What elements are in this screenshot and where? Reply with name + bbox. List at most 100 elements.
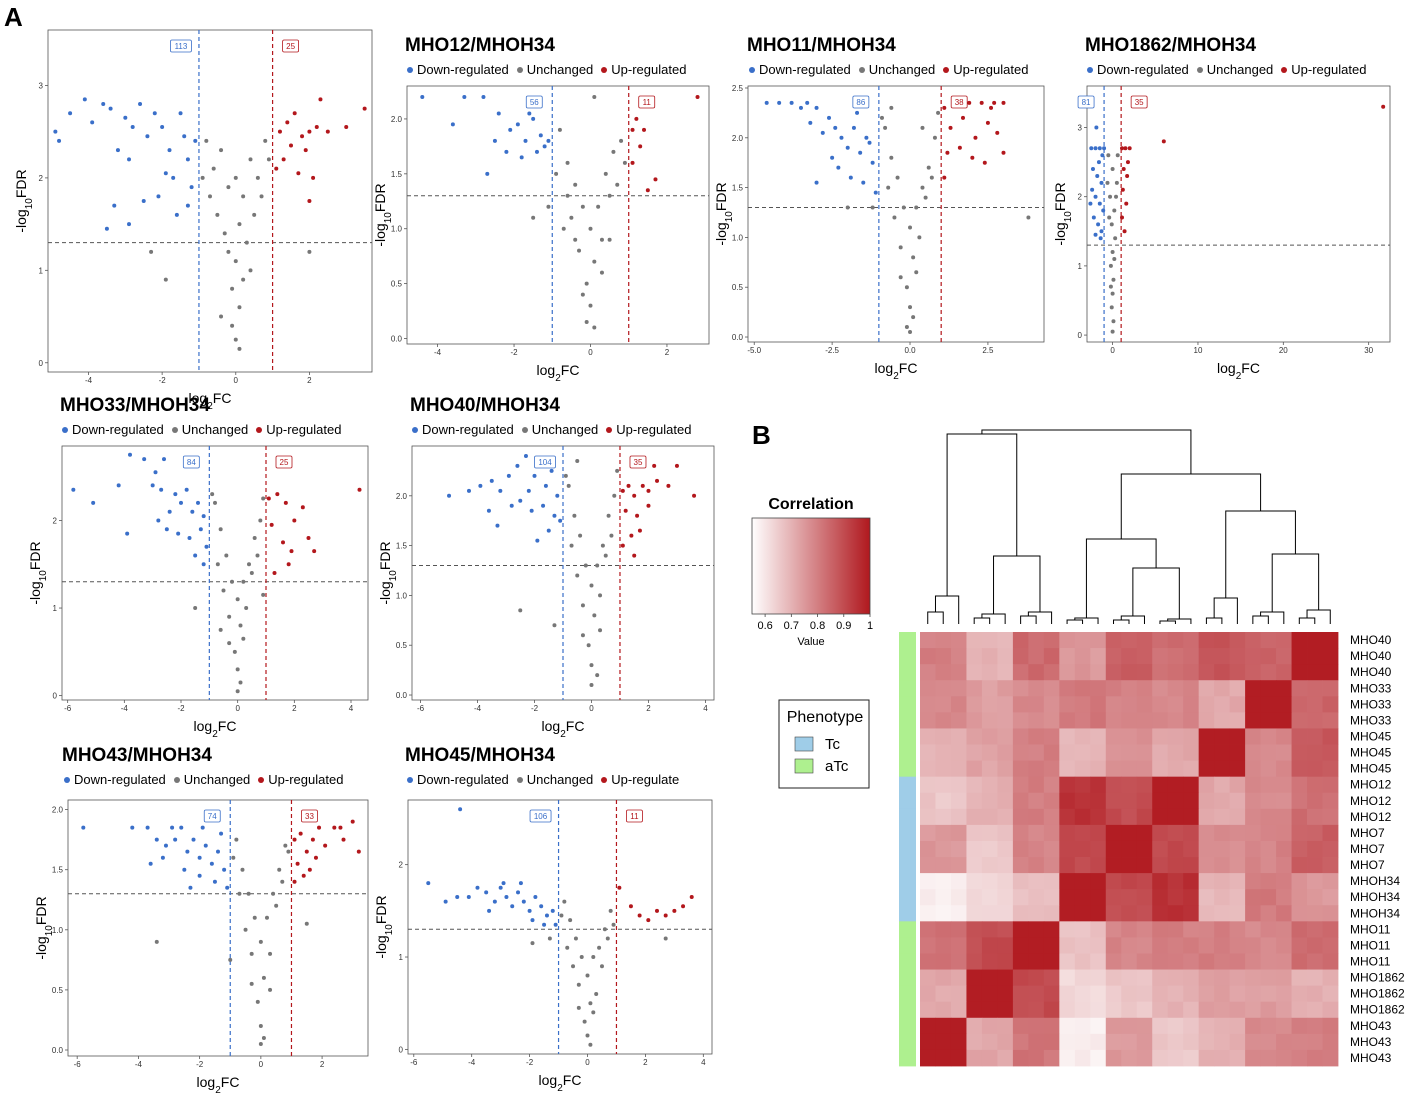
heatmap-cell <box>1167 953 1184 970</box>
legend-down-dot <box>1087 66 1093 73</box>
heatmap-cell <box>1307 1033 1323 1051</box>
point-up <box>674 463 679 468</box>
heatmap-cell <box>1291 857 1308 874</box>
heatmap-cell <box>997 744 1014 761</box>
point-unchanged <box>579 955 584 960</box>
dendrogram-branch <box>1225 510 1296 598</box>
heatmap-cell <box>1276 1033 1292 1051</box>
point-unchanged <box>580 292 585 297</box>
heatmap-cell <box>1090 953 1107 970</box>
legend-unchanged-label: Unchanged <box>181 422 249 437</box>
point-up <box>1121 167 1126 172</box>
point-unchanged <box>898 245 903 250</box>
point-up <box>1120 187 1125 192</box>
heatmap-cell <box>1198 1001 1215 1019</box>
point-unchanged <box>268 951 273 956</box>
point-down <box>179 825 184 830</box>
heatmap-cell <box>1198 760 1215 778</box>
point-unchanged <box>565 945 570 950</box>
point-unchanged <box>595 673 600 678</box>
x-tick-label: -4 <box>468 1058 476 1067</box>
heatmap-cell <box>997 808 1014 826</box>
heatmap-cell <box>1028 953 1045 970</box>
point-down <box>1088 201 1093 206</box>
heatmap-cell <box>1090 760 1107 778</box>
heatmap-cell <box>1121 760 1138 778</box>
up-count-box-text: 35 <box>1135 98 1144 107</box>
phenotype-cell <box>899 664 916 681</box>
heatmap-cell <box>1245 824 1261 842</box>
heatmap-cell <box>1198 648 1215 665</box>
heatmap-cell <box>1090 680 1107 697</box>
heatmap-cell <box>1059 632 1076 649</box>
volcano-plot-mho40: MHO40/MHOH34 Down-regulated Unchanged Up-re… <box>0 0 720 745</box>
y-tick-label: 1.0 <box>391 225 403 234</box>
point-down <box>492 138 497 143</box>
heatmap-cell <box>935 905 952 922</box>
point-up <box>317 825 322 830</box>
heatmap-cell <box>1136 1049 1153 1067</box>
up-count-box-text: 33 <box>305 812 314 821</box>
heatmap-cell <box>1043 840 1060 858</box>
point-down <box>447 493 452 498</box>
y-tick-label: 1.5 <box>391 170 403 179</box>
point-down <box>808 120 813 125</box>
heatmap-cell <box>1291 808 1308 826</box>
point-unchanged <box>248 157 253 162</box>
phenotype-cell <box>899 696 916 713</box>
heatmap-cell <box>1183 696 1200 713</box>
heatmap-cell <box>1245 696 1261 713</box>
heatmap-cell <box>1105 648 1122 665</box>
point-up <box>289 143 293 148</box>
point-unchanged <box>563 473 568 478</box>
heatmap-cell <box>1012 1017 1029 1035</box>
heatmap-cell <box>1245 744 1261 761</box>
heatmap-cell <box>1152 760 1169 778</box>
heatmap-cell <box>1198 824 1215 842</box>
plot-frame <box>407 799 713 1055</box>
heatmap-cell <box>1043 712 1060 729</box>
point-up <box>692 493 697 498</box>
point-down <box>542 144 547 149</box>
point-up <box>338 825 343 830</box>
dendrogram-branch <box>1298 617 1316 624</box>
heatmap-cell <box>981 840 998 858</box>
heatmap-cell <box>920 1001 936 1019</box>
heatmap-cell <box>1260 664 1277 681</box>
heatmap-cell <box>1322 921 1339 938</box>
y-axis-title: -log10FDR <box>377 541 399 604</box>
heatmap-cell <box>1322 728 1339 745</box>
y-tick-label: 1 <box>39 266 44 275</box>
point-unchanged <box>565 160 570 165</box>
heatmap-cell <box>1059 889 1076 906</box>
point-unchanged <box>1111 319 1116 324</box>
point-unchanged <box>600 543 605 548</box>
point-unchanged <box>249 981 254 986</box>
legend-down: Down-regulated <box>407 62 509 77</box>
point-down <box>531 116 536 121</box>
heatmap-cell <box>1028 857 1045 874</box>
point-up <box>283 500 288 505</box>
heatmap-cell <box>935 824 952 842</box>
point-down <box>1096 222 1101 227</box>
heatmap-cell <box>920 840 936 858</box>
heatmap-cell <box>1121 648 1138 665</box>
point-unchanged <box>261 592 266 597</box>
heatmap-cell <box>1214 1017 1231 1035</box>
point-down <box>861 180 866 185</box>
y-axis-title: -log10FDR <box>373 895 395 958</box>
heatmap-cell <box>1043 1033 1060 1051</box>
heatmap-cell <box>1136 889 1153 906</box>
y-tick-label: 2 <box>1078 193 1083 202</box>
down-count-box-frame <box>170 39 192 53</box>
dendrogram-branch <box>1306 609 1331 624</box>
plot-frame <box>747 85 1045 343</box>
heatmap-cell <box>1121 985 1138 1003</box>
heatmap-cell <box>1105 1049 1122 1067</box>
heatmap-cell <box>1152 728 1169 745</box>
heatmap-cell <box>981 873 998 890</box>
point-down <box>123 115 128 120</box>
legend-down: Down-regulated <box>407 772 509 787</box>
legend-up-label: Up-regulate <box>611 772 680 787</box>
phenotype-cell <box>899 1001 916 1019</box>
